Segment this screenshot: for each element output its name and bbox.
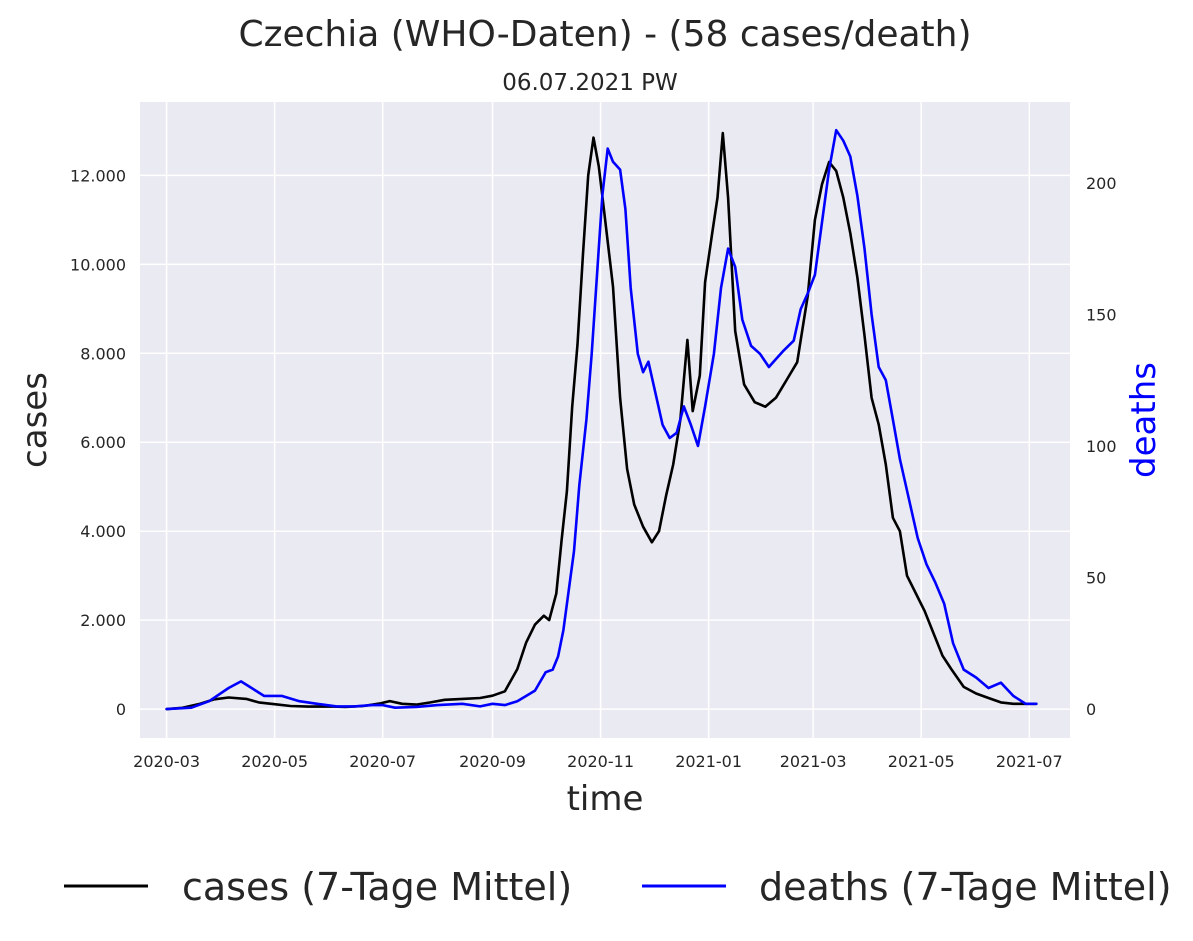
y2-tick-label: 200 (1086, 174, 1117, 193)
x-tick-label: 2020-05 (241, 752, 308, 771)
grid-lines (140, 102, 1070, 738)
y-tick-label: 0 (116, 700, 126, 719)
y-tick-label: 12.000 (70, 166, 126, 185)
x-tick-label: 2021-07 (996, 752, 1063, 771)
y-tick-label: 6.000 (80, 433, 126, 452)
x-tick-label: 2020-09 (459, 752, 526, 771)
legend-label-deaths: deaths (7-Tage Mittel) (759, 865, 1172, 909)
x-tick-label: 2020-03 (133, 752, 200, 771)
tick-labels: 2020-03 2020-05 2020-07 2020-09 2020-11 2021-… (70, 166, 1117, 771)
y2-tick-label: 100 (1086, 437, 1117, 456)
cases-series-line (165, 131, 1038, 711)
x-tick-label: 2020-07 (349, 752, 416, 771)
x-tick-label: 2020-11 (567, 752, 634, 771)
y2-tick-label: 0 (1086, 700, 1096, 719)
y-tick-label: 8.000 (80, 344, 126, 363)
y-tick-label: 2.000 (80, 611, 126, 630)
y-axis-label: cases (15, 372, 55, 468)
y2-axis-label: deaths (1124, 362, 1164, 478)
x-tick-label: 2021-03 (780, 752, 847, 771)
series-lines (165, 128, 1038, 711)
chart-title: Czechia (WHO-Daten) - (58 cases/death) (238, 14, 971, 55)
y2-tick-label: 50 (1086, 568, 1106, 587)
legend-label-cases: cases (7-Tage Mittel) (182, 865, 572, 909)
x-tick-label: 2021-01 (675, 752, 742, 771)
y-tick-label: 4.000 (80, 522, 126, 541)
chart-subtitle: 06.07.2021 PW (502, 70, 678, 96)
y2-tick-label: 150 (1086, 305, 1117, 324)
y-tick-label: 10.000 (70, 255, 126, 274)
x-tick-label: 2021-05 (888, 752, 955, 771)
legend: cases (7-Tage Mittel) deaths (7-Tage Mit… (64, 865, 1172, 909)
plot-area (140, 102, 1070, 738)
x-axis-label: time (567, 779, 644, 819)
deaths-series-line (165, 128, 1038, 711)
